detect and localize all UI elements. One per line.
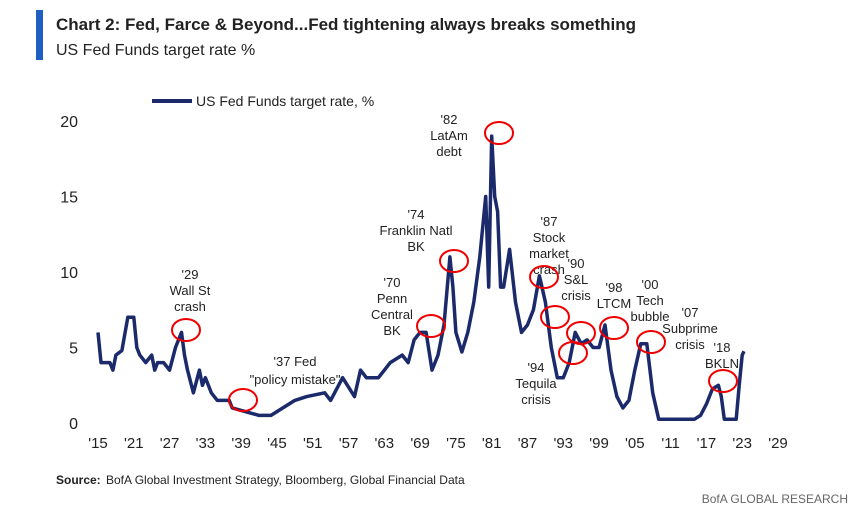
annotation: Tequila [515,376,557,391]
annotation-circle [636,330,666,354]
annotation-circle [540,305,570,329]
x-tick-label: '39 [231,435,251,452]
annotation: '37 Fed [274,354,317,369]
annotation: '29 [182,267,199,282]
annotation: Penn [377,291,407,306]
annotation: '87 [541,214,558,229]
annotation: '82 [441,112,458,127]
annotation: "policy mistake" [250,372,341,387]
y-tick-label: 20 [60,114,78,131]
annotation: crisis [675,337,705,352]
annotation-circle [171,318,201,342]
x-tick-label: '45 [267,435,287,452]
annotation: LatAm [430,128,468,143]
annotation: crash [533,262,565,277]
x-tick-label: '87 [518,435,538,452]
annotation: BK [383,323,401,338]
annotation: '18 [714,340,731,355]
annotation-circle [484,121,514,145]
x-tick-label: '05 [625,435,645,452]
annotation: '94 [528,360,545,375]
annotation: '98 [606,280,623,295]
title-bar [36,10,43,60]
y-tick-label: 10 [60,265,78,282]
source-text: BofA Global Investment Strategy, Bloombe… [106,473,465,487]
annotation: crash [174,299,206,314]
annotation-circle [228,388,258,412]
annotation: Stock [533,230,566,245]
annotation-circle [599,316,629,340]
x-tick-label: '11 [661,435,679,452]
x-tick-label: '21 [124,435,144,452]
x-tick-label: '17 [697,435,717,452]
x-tick-label: '57 [339,435,359,452]
annotation: Franklin Natl [380,223,453,238]
annotation: Tech [636,293,663,308]
annotation-circle [566,321,596,345]
annotation: bubble [630,309,669,324]
x-tick-label: '75 [446,435,466,452]
annotation: '90 [568,256,585,271]
x-tick-label: '23 [732,435,752,452]
annotation: Wall St [170,283,211,298]
x-tick-label: '51 [303,435,323,452]
y-tick-label: 0 [69,416,78,433]
annotation: Central [371,307,413,322]
x-tick-label: '69 [410,435,430,452]
x-tick-label: '29 [768,435,788,452]
annotation: '74 [408,207,425,222]
annotation: Subprime [662,321,718,336]
y-tick-label: 5 [69,341,78,358]
annotation-circle [529,265,559,289]
x-tick-label: '93 [553,435,573,452]
annotation: crisis [521,392,551,407]
x-tick-label: '33 [196,435,216,452]
chart-title: Chart 2: Fed, Farce & Beyond...Fed tight… [56,15,636,34]
annotation: debt [436,144,462,159]
annotation: '07 [682,305,699,320]
brand: BofA GLOBAL RESEARCH [702,492,848,506]
annotation-circle [439,249,469,273]
x-tick-label: '27 [160,435,180,452]
annotation: BK [407,239,425,254]
chart-subtitle: US Fed Funds target rate % [56,42,255,59]
source-label: Source: [56,473,101,487]
annotation: '70 [384,275,401,290]
annotation-circle [708,369,738,393]
legend-label: US Fed Funds target rate, % [196,93,374,109]
x-tick-label: '15 [88,435,108,452]
annotation: S&L [564,272,589,287]
annotation: LTCM [597,296,631,311]
annotation: crisis [561,288,591,303]
x-tick-label: '81 [482,435,502,452]
annotation-circle [416,314,446,338]
annotation: BKLN [705,356,739,371]
x-tick-label: '99 [589,435,609,452]
x-tick-label: '63 [375,435,395,452]
y-tick-label: 15 [60,190,78,207]
annotation: market [529,246,569,261]
annotation: '00 [642,277,659,292]
